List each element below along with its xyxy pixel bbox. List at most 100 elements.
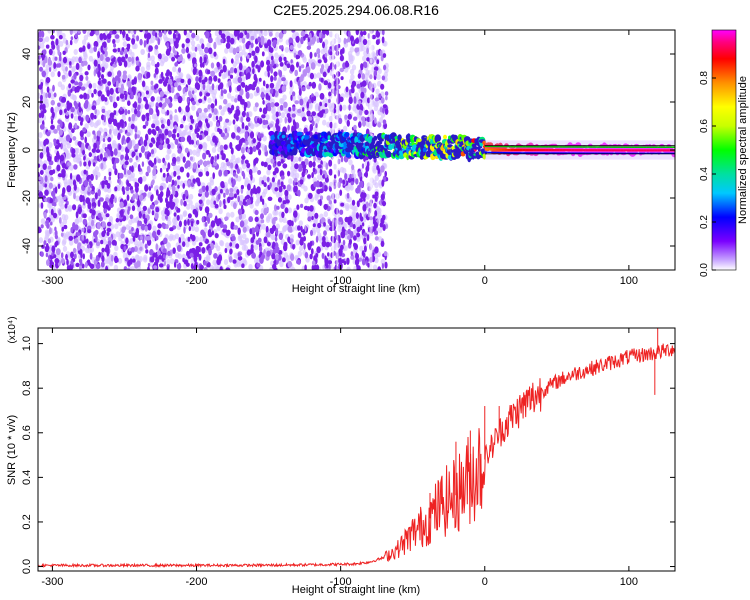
noise-dot — [78, 81, 83, 87]
noise-dot — [230, 162, 234, 169]
noise-haze — [115, 231, 121, 238]
noise-dot — [176, 133, 180, 138]
noise-dot — [258, 246, 263, 252]
noise-dot — [257, 36, 261, 43]
noise-dot — [280, 159, 284, 164]
noise-haze — [86, 131, 91, 138]
noise-dot — [202, 152, 207, 160]
noise-dot — [41, 70, 47, 78]
noise-dot — [53, 92, 57, 98]
noise-dot — [226, 161, 231, 167]
noise-dot — [149, 142, 153, 148]
noise-dot — [119, 106, 123, 111]
noise-dot — [314, 212, 319, 219]
noise-dot — [187, 180, 191, 186]
noise-dot — [327, 252, 330, 257]
noise-dot — [131, 113, 136, 122]
noise-dot — [357, 185, 361, 192]
noise-dot — [77, 30, 81, 34]
noise-dot — [67, 89, 72, 97]
noise-haze — [137, 240, 142, 247]
noise-haze — [83, 34, 89, 41]
noise-haze — [249, 93, 254, 99]
noise-dot — [137, 97, 142, 104]
noise-dot — [124, 93, 128, 101]
noise-dot — [69, 40, 73, 46]
noise-dot — [297, 225, 301, 231]
noise-dot — [233, 67, 238, 74]
noise-dot — [189, 156, 193, 161]
noise-dot — [327, 82, 332, 89]
noise-dot — [147, 52, 151, 59]
noise-dot — [204, 76, 208, 83]
noise-dot — [146, 71, 151, 79]
noise-dot — [97, 51, 101, 59]
noise-dot — [54, 145, 60, 150]
noise-haze — [351, 64, 357, 71]
noise-dot — [174, 138, 179, 145]
noise-dot — [65, 39, 69, 46]
noise-dot — [112, 48, 118, 53]
noise-dot — [46, 259, 50, 266]
noise-dot — [97, 91, 101, 97]
noise-dot — [127, 87, 132, 93]
noise-dot — [377, 122, 382, 128]
noise-dot — [347, 113, 352, 120]
noise-dot — [214, 138, 218, 146]
noise-haze — [194, 226, 199, 233]
noise-dot — [186, 96, 190, 104]
noise-dot — [107, 136, 112, 143]
noise-dot — [311, 120, 315, 127]
noise-dot — [269, 182, 272, 188]
noise-dot — [339, 189, 343, 196]
noise-dot — [151, 210, 155, 216]
noise-dot — [79, 261, 83, 266]
noise-dot — [221, 155, 225, 160]
noise-dot — [269, 47, 274, 53]
noise-dot — [355, 212, 359, 220]
noise-dot — [179, 166, 185, 173]
noise-haze — [380, 258, 386, 265]
noise-dot — [65, 111, 69, 116]
noise-dot — [287, 225, 293, 233]
noise-dot — [231, 183, 235, 188]
noise-dot — [152, 230, 157, 238]
noise-dot — [109, 87, 114, 95]
noise-dot — [240, 56, 243, 62]
noise-dot — [245, 194, 251, 200]
noise-haze — [263, 30, 268, 37]
noise-dot — [213, 75, 218, 82]
noise-dot — [229, 67, 234, 74]
noise-haze — [377, 207, 382, 214]
noise-dot — [383, 251, 388, 257]
noise-dot — [257, 132, 261, 139]
noise-dot — [107, 221, 112, 227]
noise-dot — [255, 157, 259, 164]
noise-dot — [99, 197, 104, 202]
noise-dot — [182, 88, 186, 95]
noise-haze — [227, 92, 232, 99]
noise-haze — [339, 166, 345, 173]
noise-dot — [167, 84, 171, 92]
noise-dot — [61, 192, 65, 197]
noise-haze — [219, 240, 225, 247]
noise-dot — [220, 149, 224, 154]
noise-dot — [56, 164, 61, 172]
noise-dot — [56, 124, 61, 131]
noise-haze — [218, 208, 223, 215]
noise-haze — [92, 169, 97, 176]
noise-dot — [97, 212, 102, 218]
noise-dot — [53, 62, 57, 69]
noise-dot — [350, 84, 355, 89]
noise-dot — [99, 153, 103, 160]
noise-dot — [237, 195, 240, 203]
noise-dot — [180, 136, 186, 142]
noise-dot — [381, 200, 387, 207]
noise-dot — [283, 184, 286, 190]
noise-dot — [317, 222, 322, 229]
noise-dot — [191, 32, 196, 39]
noise-haze — [349, 184, 354, 191]
noise-dot — [82, 218, 88, 226]
noise-dot — [166, 42, 169, 49]
noise-haze — [260, 87, 265, 94]
